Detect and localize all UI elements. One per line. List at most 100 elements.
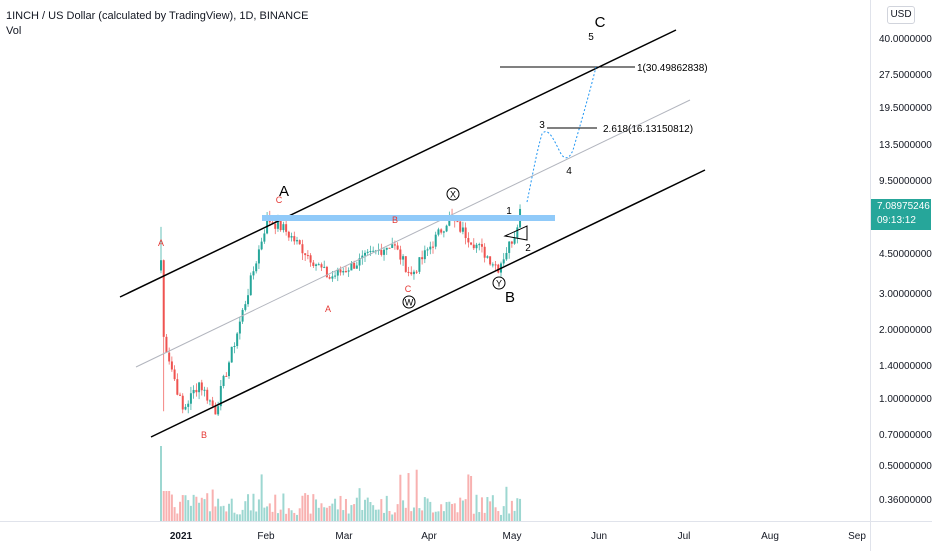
- volume-bar: [206, 493, 209, 521]
- candle-body: [293, 236, 296, 242]
- currency-button[interactable]: USD: [887, 6, 915, 24]
- volume-bar: [437, 511, 440, 521]
- candle-body: [364, 252, 366, 256]
- candle-body: [170, 361, 173, 370]
- volume-bar: [393, 512, 396, 521]
- price-axis[interactable]: USD 40.00000000 27.50000000 19.50000000 …: [870, 0, 932, 521]
- volume-bar: [287, 508, 290, 521]
- time-tick: Jun: [590, 531, 608, 542]
- volume-bar: [508, 513, 511, 521]
- wave-X-circle: [446, 187, 460, 201]
- candle-body: [249, 275, 252, 296]
- volume-bar: [494, 507, 497, 521]
- volume-bar: [211, 489, 214, 521]
- candle-body: [412, 271, 415, 275]
- volume-bar: [377, 509, 380, 521]
- candle-body: [429, 246, 432, 250]
- candle-body: [244, 304, 247, 310]
- volume-bar: [306, 494, 309, 521]
- volume-bar: [470, 475, 473, 521]
- volume-bar: [372, 505, 375, 521]
- channel-upper-line[interactable]: [119, 29, 677, 298]
- volume-bar: [480, 497, 483, 521]
- volume-bar: [331, 503, 334, 521]
- volume-bar: [426, 498, 429, 521]
- candle-body: [404, 256, 407, 272]
- candle-body: [355, 265, 358, 269]
- candle-body: [502, 259, 505, 264]
- candle-body: [470, 242, 473, 245]
- candle-body: [282, 224, 285, 231]
- volume-bar: [374, 509, 377, 521]
- volume-bar: [489, 501, 492, 521]
- price-tick: 2.00000000: [879, 325, 932, 336]
- volume-bar: [176, 513, 179, 521]
- wave-label-X: X: [450, 190, 456, 200]
- candle-body: [173, 369, 176, 380]
- volume-bar: [353, 504, 356, 521]
- volume-bar: [453, 503, 456, 521]
- candle-body: [418, 257, 421, 272]
- candle-body: [219, 386, 222, 407]
- candle-body: [353, 262, 356, 269]
- candle-body: [366, 251, 369, 253]
- volume-bar: [423, 497, 426, 521]
- volume-legend: Vol: [6, 25, 22, 37]
- price-tick: 13.50000000: [879, 140, 932, 151]
- time-tick: Aug: [761, 531, 779, 542]
- price-tick: 40.00000000: [879, 34, 932, 45]
- candle-body: [252, 271, 255, 276]
- volume-bar: [187, 500, 190, 521]
- volume-bar: [244, 501, 247, 521]
- candle-body: [393, 244, 396, 246]
- chart-area[interactable]: A B C X W Y A B C A B C 1 2 3 4 5 1(30.4…: [0, 0, 870, 521]
- channel-lower-line[interactable]: [150, 169, 706, 438]
- volume-bar: [442, 511, 445, 521]
- volume-bar: [407, 473, 410, 521]
- volume-bar: [189, 505, 192, 521]
- volume-bar: [249, 510, 252, 521]
- candle-body: [315, 264, 318, 266]
- volume-bar: [230, 498, 233, 521]
- candle-body: [301, 244, 304, 254]
- candle-body: [486, 256, 489, 258]
- volume-bar: [412, 507, 415, 521]
- volume-bar: [276, 513, 279, 521]
- time-axis[interactable]: 2021 Feb Mar Apr May Jun Jul Aug Sep: [0, 521, 870, 551]
- candle-body: [445, 225, 448, 232]
- volume-bar: [448, 501, 451, 521]
- volume-bar: [415, 469, 418, 521]
- volume-bar: [519, 498, 522, 521]
- fib-label-1: 1(30.49862838): [637, 63, 708, 74]
- volume-bar: [391, 514, 394, 521]
- volume-bar: [502, 506, 505, 521]
- volume-bar: [214, 506, 217, 521]
- candle-body: [233, 346, 236, 348]
- candle-body: [225, 375, 228, 377]
- volume-bar: [257, 499, 260, 521]
- candle-body: [331, 276, 334, 279]
- axis-corner: [870, 521, 932, 551]
- volume-bar: [195, 496, 198, 521]
- candle-body: [203, 389, 206, 391]
- volume-bar: [478, 512, 481, 521]
- candle-body: [472, 244, 475, 249]
- projection-path[interactable]: [526, 66, 597, 203]
- volume-bar: [410, 511, 413, 521]
- candle-body: [263, 233, 266, 242]
- candle-body: [461, 227, 464, 232]
- candle-body: [483, 246, 486, 258]
- channel-mid-line[interactable]: [135, 99, 691, 368]
- candle-body: [336, 269, 339, 276]
- impulse-label-2: 2: [525, 243, 531, 254]
- price-chart[interactable]: A B C X W Y A B C A B C 1 2 3 4 5 1(30.4…: [0, 0, 870, 521]
- wave-label-Y: Y: [496, 279, 502, 289]
- volume-bar: [336, 509, 339, 521]
- resistance-band[interactable]: [262, 215, 555, 221]
- volume-bar: [233, 512, 236, 521]
- bar-countdown: 09:13:12: [877, 215, 916, 226]
- candle-body: [456, 221, 459, 223]
- volume-bar: [364, 499, 366, 521]
- candle-body: [179, 394, 182, 396]
- price-tick: 0.70000000: [879, 430, 932, 441]
